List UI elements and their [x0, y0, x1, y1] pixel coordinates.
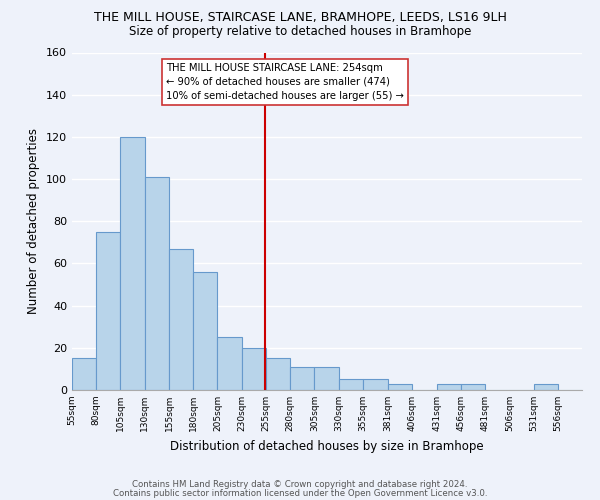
Bar — [363, 380, 388, 390]
Y-axis label: Number of detached properties: Number of detached properties — [28, 128, 40, 314]
Bar — [145, 177, 169, 390]
Bar — [193, 272, 217, 390]
X-axis label: Distribution of detached houses by size in Bramhope: Distribution of detached houses by size … — [170, 440, 484, 452]
Bar — [314, 367, 338, 390]
Bar — [242, 348, 266, 390]
Text: Contains public sector information licensed under the Open Government Licence v3: Contains public sector information licen… — [113, 489, 487, 498]
Bar — [96, 232, 121, 390]
Bar — [217, 338, 242, 390]
Bar — [72, 358, 96, 390]
Bar — [533, 384, 558, 390]
Bar — [338, 380, 363, 390]
Bar — [461, 384, 485, 390]
Bar — [169, 248, 193, 390]
Bar — [388, 384, 412, 390]
Text: THE MILL HOUSE, STAIRCASE LANE, BRAMHOPE, LEEDS, LS16 9LH: THE MILL HOUSE, STAIRCASE LANE, BRAMHOPE… — [94, 11, 506, 24]
Bar — [290, 367, 314, 390]
Text: Contains HM Land Registry data © Crown copyright and database right 2024.: Contains HM Land Registry data © Crown c… — [132, 480, 468, 489]
Text: THE MILL HOUSE STAIRCASE LANE: 254sqm
← 90% of detached houses are smaller (474): THE MILL HOUSE STAIRCASE LANE: 254sqm ← … — [166, 62, 404, 100]
Bar — [266, 358, 290, 390]
Text: Size of property relative to detached houses in Bramhope: Size of property relative to detached ho… — [129, 25, 471, 38]
Bar — [437, 384, 461, 390]
Bar — [121, 137, 145, 390]
